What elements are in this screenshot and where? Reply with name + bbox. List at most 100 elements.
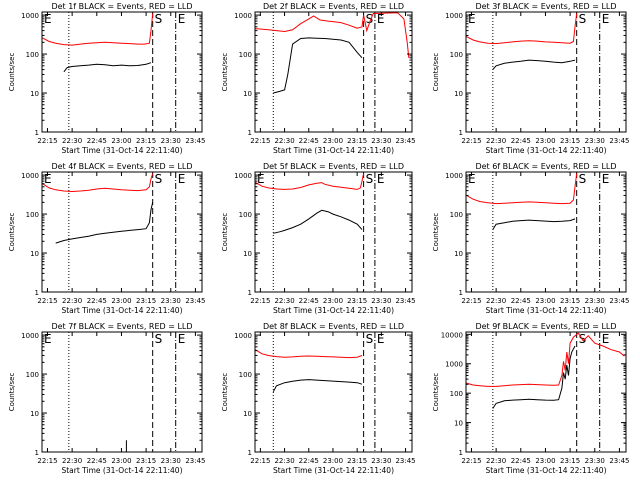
x-tick-label: 22:15 xyxy=(250,457,270,465)
x-tick-label: 23:15 xyxy=(560,457,580,465)
x-tick-label: 23:30 xyxy=(161,137,181,145)
x-tick-label: 22:45 xyxy=(87,457,107,465)
marker-label-E: E xyxy=(602,12,610,26)
x-axis-label: Start Time (31-Oct-14 22:11:40) xyxy=(61,146,182,155)
x-tick-label: 22:45 xyxy=(511,137,531,145)
x-tick-label: 23:00 xyxy=(535,137,555,145)
series-red xyxy=(255,12,410,58)
x-tick-label: 23:15 xyxy=(347,137,367,145)
series-red xyxy=(42,173,154,193)
y-tick-label: 1 xyxy=(459,449,463,457)
x-tick-label: 22:45 xyxy=(299,457,319,465)
x-tick-label: 23:00 xyxy=(323,297,343,305)
x-tick-label: 23:00 xyxy=(111,297,131,305)
x-tick-label: 23:45 xyxy=(395,137,415,145)
plot-frame xyxy=(41,171,203,293)
marker-label-S: S xyxy=(579,12,587,26)
x-tick-label: 23:30 xyxy=(585,457,605,465)
y-tick-label: 100 xyxy=(450,211,463,219)
series-red xyxy=(255,349,363,359)
x-tick-label: 23:00 xyxy=(111,137,131,145)
y-tick-label: 1 xyxy=(248,289,252,297)
marker-label-E: E xyxy=(377,12,385,26)
marker-label-S: S xyxy=(366,172,374,186)
marker-label-E: E xyxy=(468,172,476,186)
x-tick-label: 23:45 xyxy=(185,297,205,305)
x-tick-label: 23:30 xyxy=(371,137,391,145)
marker-label-S: S xyxy=(366,332,374,346)
panel-title: Det 1f BLACK = Events, RED = LLD xyxy=(51,2,192,11)
y-tick-label: 10 xyxy=(454,250,463,258)
y-tick-label: 10 xyxy=(243,90,252,98)
series-red xyxy=(42,13,154,46)
x-tick-label: 22:15 xyxy=(37,137,57,145)
x-axis-label: Start Time (31-Oct-14 22:11:40) xyxy=(273,466,394,475)
x-tick-label: 23:00 xyxy=(323,457,343,465)
x-tick-label: 23:15 xyxy=(136,457,156,465)
y-tick-label: 100 xyxy=(26,371,39,379)
series-black xyxy=(273,209,363,234)
y-tick-label: 1 xyxy=(459,289,463,297)
x-tick-label: 22:45 xyxy=(299,137,319,145)
y-axis-label: Counts/sec xyxy=(432,213,440,252)
marker-label-E: E xyxy=(602,172,610,186)
x-tick-label: 22:30 xyxy=(486,137,506,145)
x-tick-label: 22:30 xyxy=(486,297,506,305)
series-red xyxy=(255,173,365,190)
x-tick-label: 23:00 xyxy=(535,297,555,305)
y-tick-label: 1000 xyxy=(234,332,252,340)
plot-frame xyxy=(254,11,413,133)
x-tick-label: 22:45 xyxy=(87,137,107,145)
x-tick-label: 23:15 xyxy=(136,297,156,305)
x-tick-label: 22:30 xyxy=(62,297,82,305)
x-tick-label: 23:45 xyxy=(609,137,629,145)
y-tick-label: 100 xyxy=(26,51,39,59)
y-tick-label: 100 xyxy=(239,51,252,59)
x-tick-label: 23:00 xyxy=(111,457,131,465)
marker-label-E: E xyxy=(377,172,385,186)
y-tick-label: 1000 xyxy=(445,172,463,180)
panel-title: Det 3f BLACK = Events, RED = LLD xyxy=(475,2,616,11)
x-tick-label: 23:45 xyxy=(609,297,629,305)
marker-label-E: E xyxy=(178,172,186,186)
x-tick-label: 23:30 xyxy=(371,297,391,305)
panel-title: Det 4f BLACK = Events, RED = LLD xyxy=(51,162,192,171)
panel-title: Det 9f BLACK = Events, RED = LLD xyxy=(475,322,616,331)
x-tick-label: 23:45 xyxy=(395,457,415,465)
plot-frame xyxy=(41,331,203,453)
x-tick-label: 22:15 xyxy=(461,137,481,145)
marker-label-S: S xyxy=(366,12,374,26)
series-red xyxy=(466,332,625,387)
marker-label-S: S xyxy=(155,12,163,26)
y-axis-label: Counts/sec xyxy=(432,373,440,412)
y-tick-label: 100 xyxy=(239,371,252,379)
y-tick-label: 1000 xyxy=(234,172,252,180)
x-tick-label: 23:00 xyxy=(535,457,555,465)
series-red xyxy=(466,13,578,45)
marker-label-E: E xyxy=(44,12,52,26)
plot-frame xyxy=(254,171,413,293)
marker-label-E: E xyxy=(257,172,265,186)
x-tick-label: 22:30 xyxy=(274,297,294,305)
x-tick-label: 23:15 xyxy=(136,137,156,145)
marker-label-E: E xyxy=(377,332,385,346)
x-tick-label: 22:30 xyxy=(486,457,506,465)
y-tick-label: 100 xyxy=(450,51,463,59)
x-tick-label: 23:30 xyxy=(585,297,605,305)
y-tick-label: 10 xyxy=(30,90,39,98)
y-axis-label: Counts/sec xyxy=(221,373,229,412)
x-tick-label: 23:15 xyxy=(560,297,580,305)
y-tick-label: 1000 xyxy=(21,172,39,180)
y-tick-label: 1000 xyxy=(21,12,39,20)
marker-label-S: S xyxy=(155,172,163,186)
x-tick-label: 22:45 xyxy=(87,297,107,305)
x-tick-label: 22:15 xyxy=(37,457,57,465)
y-tick-label: 1000 xyxy=(234,12,252,20)
